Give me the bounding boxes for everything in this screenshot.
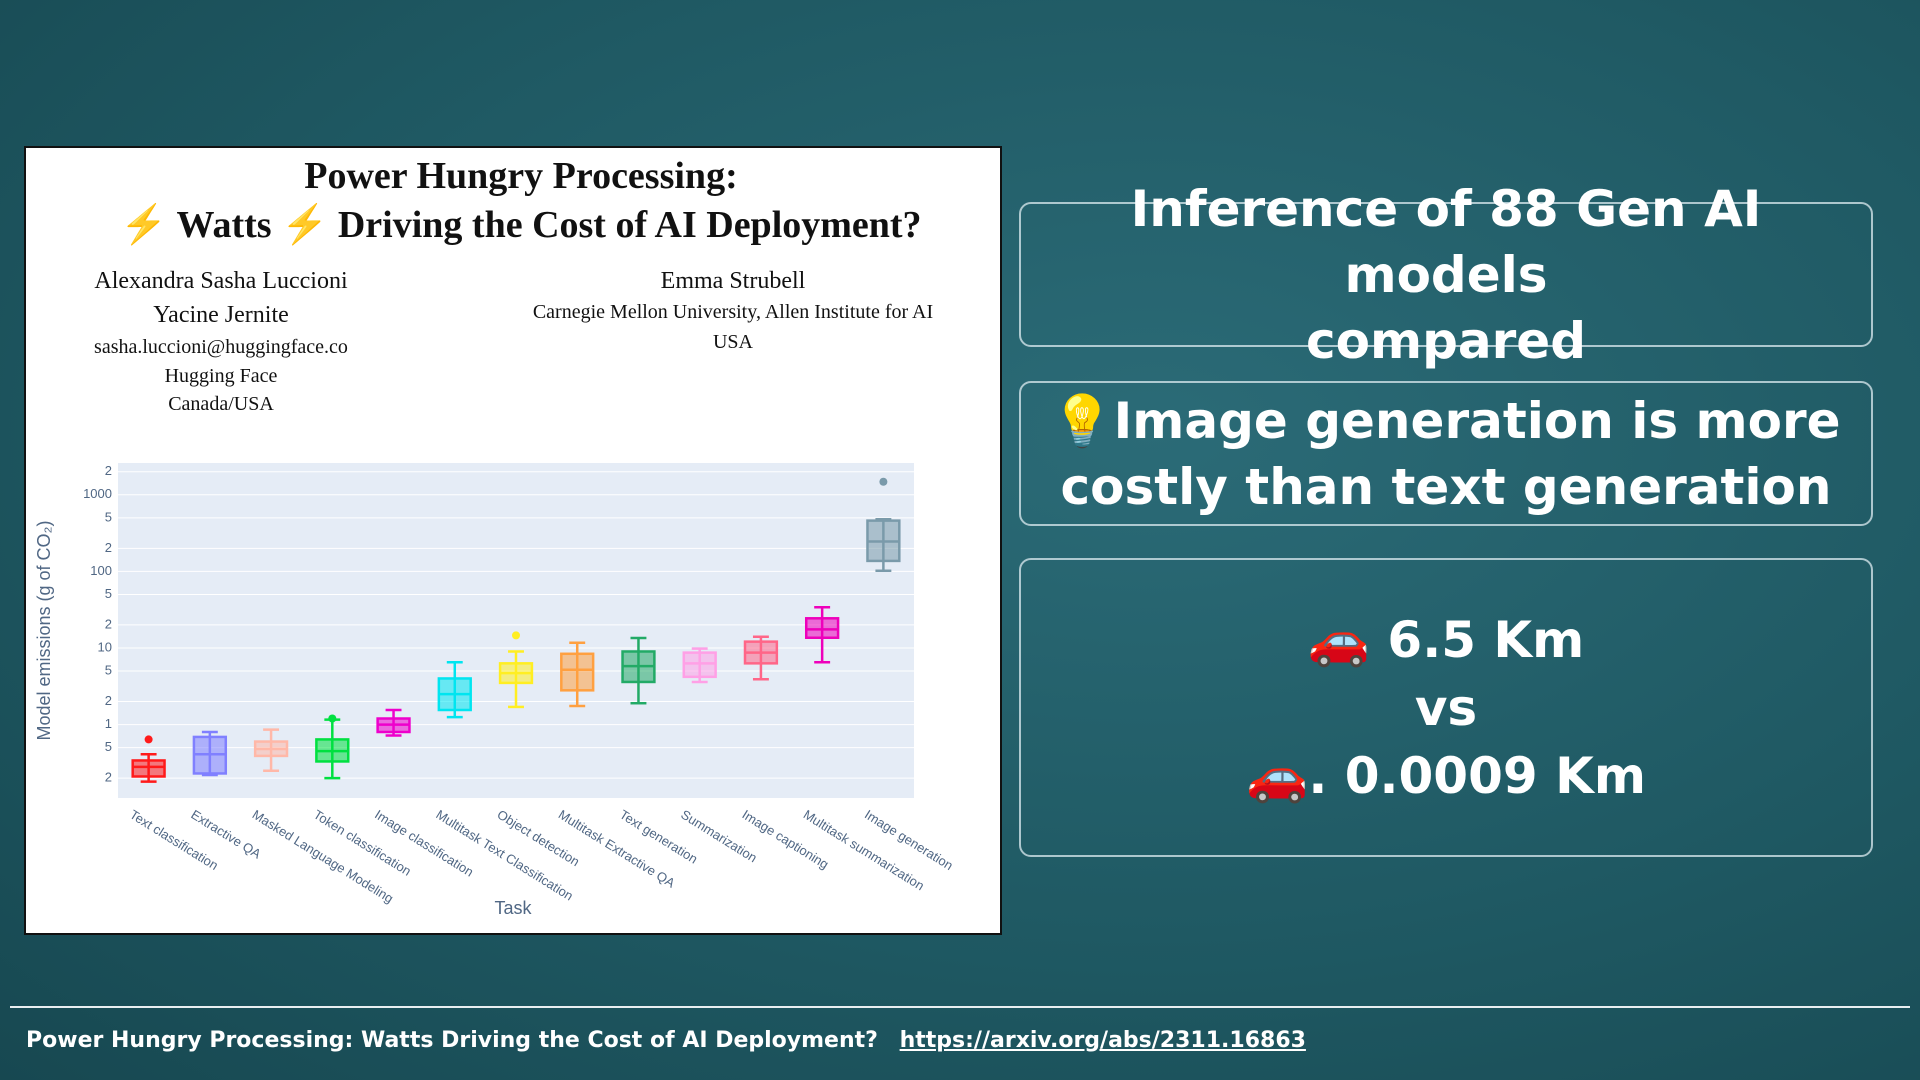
paper-screenshot: Power Hungry Processing: ⚡ Watts ⚡ Drivi… xyxy=(24,146,1002,935)
y-axis-label: Model emissions (g of CO₂) xyxy=(34,520,54,740)
author-line: Carnegie Mellon University, Allen Instit… xyxy=(533,301,933,323)
box xyxy=(804,617,840,639)
panel-line: 💡Image generation is more xyxy=(1051,391,1841,450)
footer-text: Power Hungry Processing: Watts Driving t… xyxy=(26,1028,878,1053)
paper-content: Power Hungry Processing: ⚡ Watts ⚡ Drivi… xyxy=(34,155,956,918)
y-tick-label: 1000 xyxy=(83,486,112,501)
plot-background xyxy=(118,463,914,798)
x-tick-label: Image classification xyxy=(372,807,476,880)
y-tick-label: 2 xyxy=(105,616,112,631)
y-tick-label: 2 xyxy=(105,463,112,478)
box xyxy=(560,652,595,692)
y-tick-label: 5 xyxy=(105,739,112,754)
outlier xyxy=(144,735,153,744)
author-line: Alexandra Sasha Luccioni xyxy=(94,268,348,294)
author-line: Yacine Jernite xyxy=(153,302,289,328)
panel-line: vs xyxy=(1414,678,1478,737)
panel-line: 🚗. 0.0009 Km xyxy=(1246,746,1646,805)
info-panel: 💡Image generation is more costly than tex… xyxy=(1019,381,1873,526)
author-line: sasha.luccioni@huggingface.co xyxy=(94,336,348,358)
y-tick-label: 10 xyxy=(98,639,112,654)
y-tick-label: 2 xyxy=(105,693,112,708)
y-tick-label: 2 xyxy=(105,770,112,785)
panel-line: 🚗 6.5 Km xyxy=(1307,610,1585,669)
y-tick-label: 5 xyxy=(105,586,112,601)
y-tick-label: 1 xyxy=(105,716,112,731)
footer: Power Hungry Processing: Watts Driving t… xyxy=(26,1028,1306,1053)
outlier xyxy=(879,477,888,486)
outlier xyxy=(328,714,337,723)
paper-title: Power Hungry Processing: xyxy=(304,155,737,197)
info-panel: Inference of 88 Gen AI models compared xyxy=(1019,180,1873,370)
author-line: Canada/USA xyxy=(168,393,274,415)
y-tick-label: 5 xyxy=(105,509,112,524)
outlier xyxy=(512,631,520,640)
footer-link[interactable]: https://arxiv.org/abs/2311.16863 xyxy=(899,1028,1306,1053)
divider xyxy=(10,1006,1910,1008)
y-tick-label: 100 xyxy=(90,563,112,578)
box xyxy=(682,651,717,679)
author-line: USA xyxy=(713,331,754,353)
box xyxy=(131,759,166,778)
author-line: Hugging Face xyxy=(165,365,278,387)
info-panel: 🚗 6.5 Km vs 🚗. 0.0009 Km xyxy=(1019,558,1873,857)
y-tick-label: 2 xyxy=(105,540,112,555)
x-axis-label: Task xyxy=(494,898,532,918)
y-tick-label: 5 xyxy=(105,662,112,677)
panel-line: Inference of 88 Gen AI models xyxy=(1130,179,1762,304)
author-line: Emma Strubell xyxy=(661,268,806,294)
paper-title: ⚡ Watts ⚡ Driving the Cost of AI Deploym… xyxy=(120,202,921,247)
panel-line: compared xyxy=(1306,311,1586,370)
panel-line: costly than text generation xyxy=(1060,457,1832,516)
